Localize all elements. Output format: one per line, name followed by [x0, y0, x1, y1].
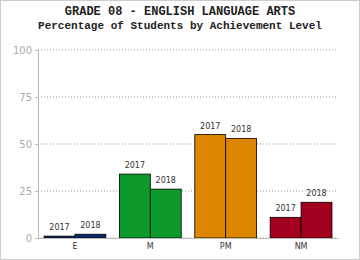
bar: [301, 202, 332, 238]
title: GRADE 08 - ENGLISH LANGUAGE ARTS: [65, 5, 295, 19]
grid-line: [38, 50, 338, 51]
y-axis: 0 25 50 75 100: [13, 45, 39, 244]
x-axis-line: [39, 238, 339, 239]
y-tick: 0: [26, 233, 38, 244]
y-tick-mark: [35, 144, 38, 145]
grid-line: [38, 144, 338, 145]
series-label: 2018: [306, 189, 326, 198]
y-tick-label: 0: [26, 233, 32, 244]
x-tick-label: M: [147, 242, 154, 251]
series-label: 2017: [49, 223, 69, 232]
y-tick-label: 75: [19, 92, 32, 103]
y-axis-line: [35, 51, 39, 239]
y-tick: 25: [19, 186, 38, 197]
y-tick-mark: [35, 238, 38, 239]
bar: [44, 236, 75, 238]
x-tick: E: [72, 238, 77, 251]
bar: [195, 135, 226, 238]
grid: [38, 50, 338, 238]
x-tick: M: [147, 238, 154, 251]
bar: [150, 189, 181, 238]
series-label: 2018: [80, 221, 100, 230]
grid-line: [38, 191, 338, 192]
bar: [119, 174, 150, 238]
y-tick-label: 50: [19, 139, 32, 150]
x-axis: E M PM NM: [39, 238, 339, 251]
series-label: 2017: [275, 204, 295, 213]
chart: GRADE 08 - ENGLISH LANGUAGE ARTSPercenta…: [0, 0, 360, 260]
x-tick: NM: [295, 238, 308, 251]
y-tick: 75: [19, 92, 38, 103]
y-tick: 50: [19, 139, 38, 150]
y-tick-mark: [35, 191, 38, 192]
bars: [44, 135, 332, 238]
series-label: 2017: [200, 122, 220, 131]
bar: [270, 217, 301, 238]
y-tick: 100: [13, 45, 38, 56]
y-tick-label: 100: [13, 45, 32, 56]
x-tick-label: E: [72, 242, 77, 251]
y-tick-mark: [35, 50, 38, 51]
y-tick-mark: [35, 97, 38, 98]
y-tick-label: 25: [19, 186, 32, 197]
series-label: 2018: [231, 125, 251, 134]
subtitle: Percentage of Students by Achievement Le…: [38, 20, 322, 32]
grid-line: [38, 97, 338, 98]
frame: [1, 1, 360, 260]
series-label: 2018: [156, 176, 176, 185]
bar-labels: 2017 2017 2017 2017 2018 2018 2018 2018: [49, 122, 326, 233]
bar: [226, 138, 257, 238]
x-tick-label: NM: [295, 242, 308, 251]
bar: [75, 234, 106, 238]
x-tick-label: PM: [220, 242, 232, 251]
x-tick: PM: [220, 238, 232, 251]
series-label: 2017: [125, 161, 145, 170]
